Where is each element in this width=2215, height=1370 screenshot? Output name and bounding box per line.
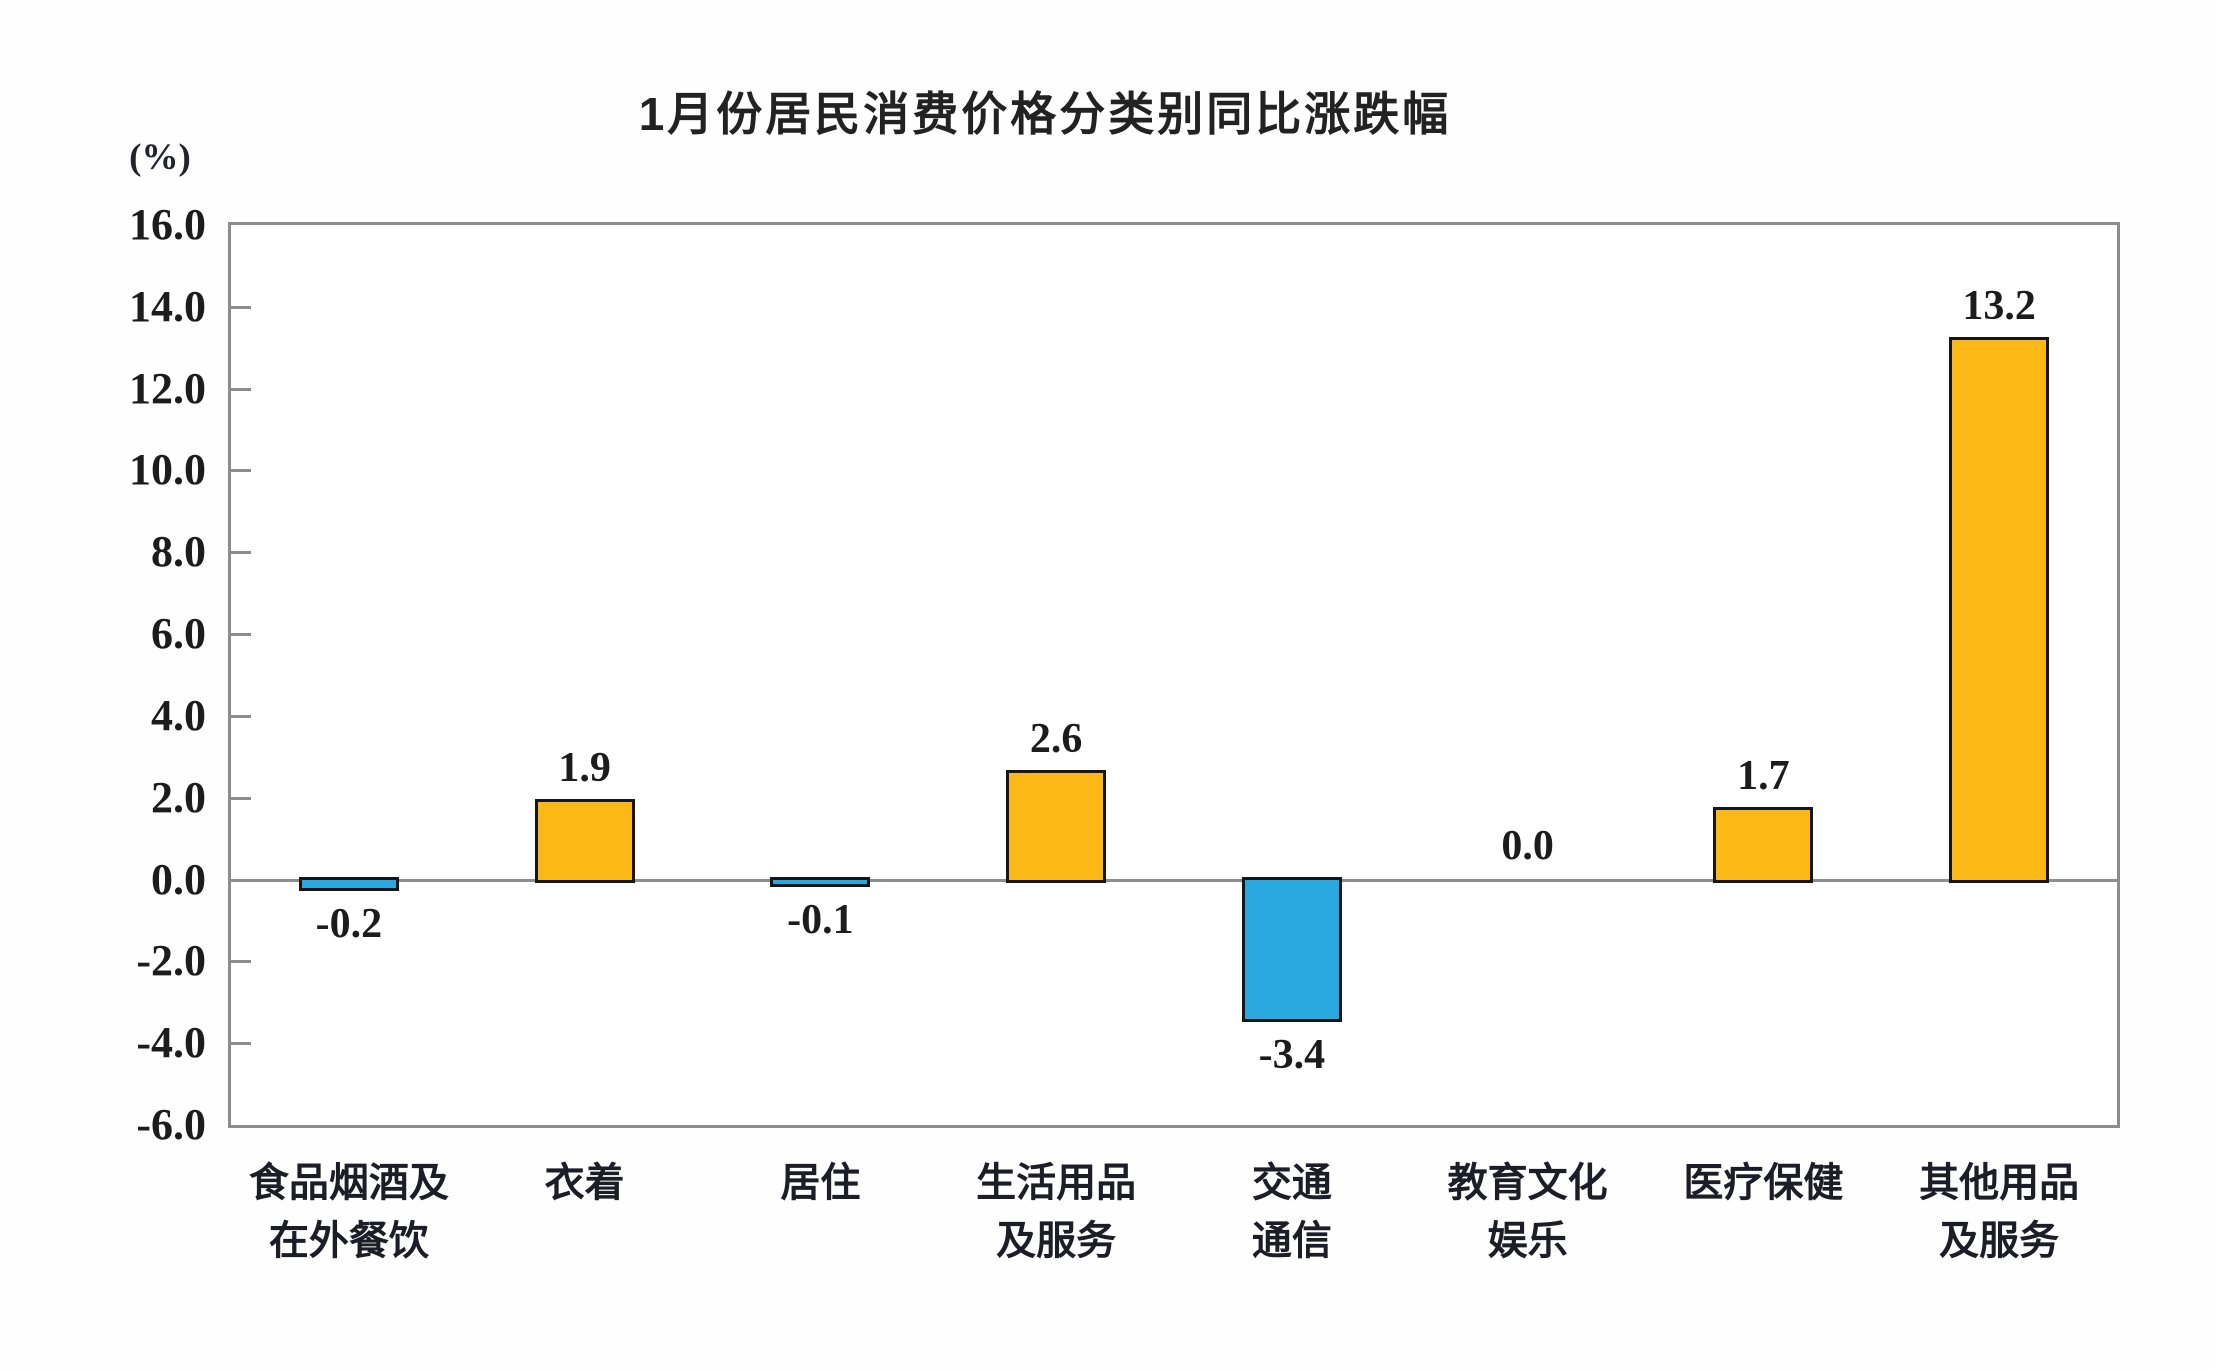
y-tick-mark bbox=[231, 1042, 251, 1046]
y-tick-label: 2.0 bbox=[151, 772, 206, 822]
x-category-label: 教育文化 娱乐 bbox=[1447, 1160, 1608, 1263]
bar bbox=[770, 876, 871, 887]
y-tick-mark bbox=[231, 305, 251, 309]
y-tick-label: -4.0 bbox=[136, 1018, 206, 1068]
bar-value-label: -3.4 bbox=[1258, 1031, 1326, 1078]
y-tick-label: 6.0 bbox=[151, 609, 206, 659]
bar-value-label: -0.2 bbox=[315, 900, 383, 947]
y-tick-label: 0.0 bbox=[151, 854, 206, 904]
y-tick-label: 10.0 bbox=[129, 445, 206, 495]
x-category-label: 医疗保健 bbox=[1683, 1160, 1844, 1205]
x-category-label: 交通 通信 bbox=[1251, 1160, 1332, 1263]
bar-value-label: -0.1 bbox=[787, 896, 854, 943]
bar-value-label: 13.2 bbox=[1962, 282, 2036, 329]
y-tick-mark bbox=[231, 960, 251, 964]
bar bbox=[1713, 807, 1814, 883]
y-tick-label: 16.0 bbox=[129, 200, 206, 249]
y-tick-label: 8.0 bbox=[151, 527, 206, 577]
y-tick-label: 4.0 bbox=[151, 690, 206, 740]
bar bbox=[1241, 876, 1342, 1022]
y-tick-mark bbox=[231, 714, 251, 718]
y-tick-label: -2.0 bbox=[136, 936, 206, 986]
bar bbox=[534, 798, 635, 883]
bar bbox=[1006, 770, 1107, 883]
y-tick-mark bbox=[231, 633, 251, 637]
y-tick-label: -6.0 bbox=[136, 1100, 206, 1149]
plot-area bbox=[228, 222, 2120, 1128]
x-category-label: 居住 bbox=[780, 1160, 861, 1205]
bar-value-label: 0.0 bbox=[1501, 822, 1554, 869]
bar-value-label: 1.7 bbox=[1737, 753, 1790, 799]
y-tick-mark bbox=[231, 387, 251, 391]
bar-value-label: 1.9 bbox=[558, 744, 611, 791]
x-category-label: 生活用品 及服务 bbox=[976, 1160, 1137, 1263]
bar bbox=[298, 876, 399, 891]
y-tick-label: 12.0 bbox=[129, 363, 206, 413]
x-category-label: 衣着 bbox=[544, 1160, 625, 1205]
y-axis-unit-label: (%) bbox=[129, 137, 191, 178]
x-axis-category-row: 食品烟酒及 在外餐饮 衣着 居住 生活用品 及服务 交通 通信 教育文化 娱乐 医疗保健 其他… bbox=[231, 1154, 2117, 1270]
bar-value-label: 2.6 bbox=[1029, 716, 1083, 763]
y-tick-mark bbox=[231, 551, 251, 555]
x-category-label: 其他用品 及服务 bbox=[1919, 1160, 2080, 1263]
x-category-label: 食品烟酒及 在外餐饮 bbox=[248, 1160, 449, 1263]
y-tick-mark bbox=[231, 796, 251, 800]
y-tick-mark bbox=[231, 469, 251, 473]
bar bbox=[1949, 336, 2050, 883]
chart-title: 1月份居民消费价格分类别同比涨跌幅 bbox=[638, 88, 1452, 140]
y-tick-label: 14.0 bbox=[129, 281, 206, 331]
zero-axis-line bbox=[231, 878, 2117, 882]
